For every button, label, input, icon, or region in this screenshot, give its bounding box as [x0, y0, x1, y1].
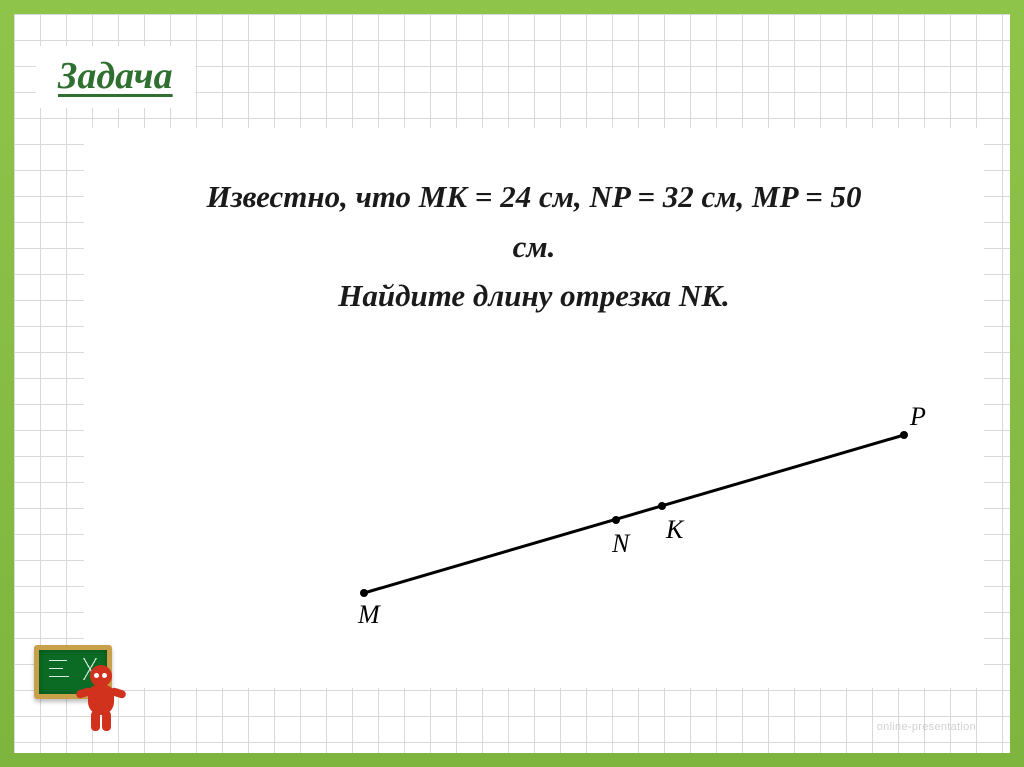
problem-line-3: Найдите длину отрезка NK.	[114, 271, 954, 321]
problem-card: Известно, что MK = 24 см, NP = 32 см, MP…	[84, 128, 984, 688]
problem-text: Известно, что MK = 24 см, NP = 32 см, MP…	[114, 172, 954, 321]
chalkboard-decor	[28, 639, 138, 739]
slide-title: Задача	[36, 46, 195, 108]
segment-diagram: M N K P	[304, 363, 944, 643]
svg-text:M: M	[357, 600, 381, 629]
svg-text:K: K	[665, 515, 685, 544]
slide-frame: Задача Известно, что MK = 24 см, NP = 32…	[0, 0, 1024, 767]
problem-line-1: Известно, что MK = 24 см, NP = 32 см, MP…	[114, 172, 954, 222]
problem-line-2: см.	[114, 222, 954, 272]
slide-title-text: Задача	[58, 55, 173, 97]
chalkboard-figure-icon	[80, 665, 128, 735]
watermark-text: online-presentation	[877, 721, 976, 733]
svg-text:N: N	[611, 529, 631, 558]
segment-diagram-svg: M N K P	[304, 363, 944, 643]
svg-text:P: P	[909, 402, 926, 431]
